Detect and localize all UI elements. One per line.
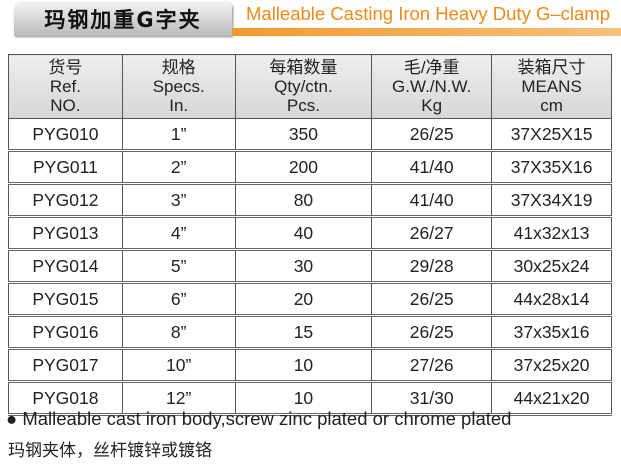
table-row: PYG011 2” 200 41/40 37X35X16 [8, 150, 612, 185]
table-head: 货号 Ref. NO. 规格 Specs. In. 每箱数量 Qty/ctn. Pcs. 毛/净重… [8, 54, 612, 119]
table-cell: 37X35X16 [491, 150, 612, 185]
table-cell: 200 [234, 150, 373, 185]
table-cell: 10 [234, 348, 373, 383]
table-cell: PYG011 [8, 150, 123, 185]
header-line: G.W./N.W. [392, 77, 472, 96]
table-cell: 41/40 [371, 183, 493, 218]
table-row: PYG012 3” 80 41/40 37X34X19 [8, 183, 612, 218]
table-cell: PYG014 [8, 249, 123, 284]
header-line: Qty/ctn. [274, 77, 333, 96]
table-cell: 37X34X19 [491, 183, 612, 218]
header-row: 货号 Ref. NO. 规格 Specs. In. 每箱数量 Qty/ctn. Pcs. 毛/净重… [8, 54, 612, 119]
header-line: 货号 [48, 58, 83, 77]
column-header: 每箱数量 Qty/ctn. Pcs. [234, 54, 373, 119]
table-cell: PYG015 [8, 282, 123, 317]
table-cell: 26/25 [371, 118, 493, 152]
table-row: PYG014 5” 30 29/28 30x25x24 [8, 249, 612, 284]
header-line: Specs. [152, 77, 205, 96]
table-cell: 26/25 [371, 282, 493, 317]
table-cell: 30x25x24 [491, 249, 612, 284]
title-cn: 玛钢加重G字夹 [44, 8, 202, 32]
header-line: Ref. [49, 77, 81, 96]
table-cell: PYG018 [8, 381, 123, 416]
table-cell: 41x32x13 [491, 216, 612, 251]
table-row: PYG018 12” 10 31/30 44x21x20 [8, 381, 612, 416]
table-cell: PYG013 [8, 216, 123, 251]
table-cell: 10” [121, 348, 236, 383]
table-cell: PYG010 [8, 118, 123, 152]
footer-note: 玛钢夹体，丝杆镀锌或镀铬 [8, 441, 212, 461]
table-cell: 41/40 [371, 150, 493, 185]
table-cell: 1” [121, 118, 236, 152]
header-line: Pcs. [286, 96, 320, 115]
table-cell: 15 [234, 315, 373, 350]
table-cell: 2” [121, 150, 236, 185]
table-body: PYG010 1” 350 26/25 37X25X15 PYG011 2” 200 41/40… [8, 118, 612, 416]
column-header: 规格 Specs. In. [121, 54, 236, 119]
column-header: 货号 Ref. NO. [8, 54, 123, 119]
header-line: 毛/净重 [403, 58, 460, 77]
table-cell: 6” [121, 282, 236, 317]
header-line: MEANS [521, 77, 582, 96]
table-row: PYG015 6” 20 26/25 44x28x14 [8, 282, 612, 317]
spec-table: 货号 Ref. NO. 规格 Specs. In. 每箱数量 Qty/ctn. Pcs. 毛/净重… [8, 54, 612, 416]
table-cell: 37X25X15 [491, 118, 612, 152]
table-cell: 30 [234, 249, 373, 284]
table-cell: 31/30 [371, 381, 493, 416]
header-line: Kg [421, 96, 443, 115]
header-line: 装箱尺寸 [517, 58, 586, 77]
table-cell: PYG017 [8, 348, 123, 383]
header-line: 每箱数量 [269, 58, 338, 77]
table-cell: 37x25x20 [491, 348, 612, 383]
title-tab: 玛钢加重G字夹 [14, 2, 232, 36]
table-cell: 44x21x20 [491, 381, 612, 416]
table-cell: 3” [121, 183, 236, 218]
header-line: cm [540, 96, 563, 115]
accent-bar [232, 28, 621, 36]
table-cell: PYG012 [8, 183, 123, 218]
table-cell: 29/28 [371, 249, 493, 284]
table-cell: 26/25 [371, 315, 493, 350]
column-header: 毛/净重 G.W./N.W. Kg [371, 54, 493, 119]
table-cell: PYG016 [8, 315, 123, 350]
table-cell: 4” [121, 216, 236, 251]
footer-bullet: ● Malleable cast iron body,screw zinc pl… [6, 408, 512, 429]
table-row: PYG016 8” 15 26/25 37x35x16 [8, 315, 612, 350]
table-cell: 37x35x16 [491, 315, 612, 350]
header-line: In. [169, 96, 189, 115]
table-cell: 20 [234, 282, 373, 317]
bullet-text: Malleable cast iron body,screw zinc plat… [22, 408, 512, 429]
table-cell: 5” [121, 249, 236, 284]
table-cell: 27/26 [371, 348, 493, 383]
table-cell: 8” [121, 315, 236, 350]
table-row: PYG010 1” 350 26/25 37X25X15 [8, 118, 612, 152]
table-cell: 40 [234, 216, 373, 251]
title-en: Malleable Casting Iron Heavy Duty G–clam… [246, 3, 610, 24]
table-cell: 350 [234, 118, 373, 152]
column-header: 装箱尺寸 MEANS cm [491, 54, 612, 119]
header-line: 规格 [161, 58, 196, 77]
table-cell: 12” [121, 381, 236, 416]
table-cell: 26/27 [371, 216, 493, 251]
table-cell: 44x28x14 [491, 282, 612, 317]
table-row: PYG017 10” 10 27/26 37x25x20 [8, 348, 612, 383]
header-line: NO. [50, 96, 81, 115]
table-cell: 80 [234, 183, 373, 218]
table-row: PYG013 4” 40 26/27 41x32x13 [8, 216, 612, 251]
